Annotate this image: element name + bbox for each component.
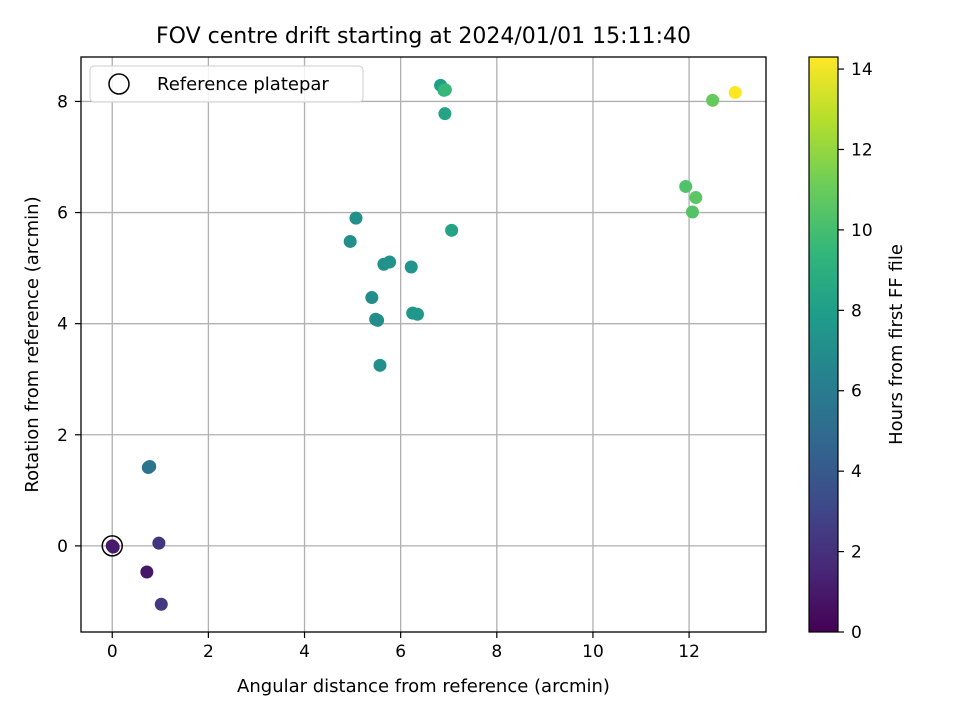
y-tick-label: 6 (57, 204, 68, 224)
legend-box (89, 65, 364, 103)
x-tick-label: 2 (203, 642, 214, 662)
grid-lines (81, 57, 766, 632)
reference-marker (101, 535, 123, 557)
x-tick-label: 6 (395, 642, 406, 662)
colorbar-tick-label: 12 (851, 140, 873, 160)
x-tick-label: 0 (107, 642, 118, 662)
data-point (143, 459, 157, 473)
data-point (383, 255, 397, 269)
colorbar-tick-label: 10 (851, 221, 873, 241)
x-tick-label: 8 (491, 642, 502, 662)
colorbar: 0 2 4 6 8 10 12 14 Hours from first FF file (808, 56, 907, 643)
x-axis-label: Angular distance from reference (arcmin) (237, 676, 610, 697)
x-tick-label: 4 (299, 642, 310, 662)
data-point (679, 179, 693, 193)
data-point (438, 107, 452, 121)
x-tick-label: 10 (582, 642, 604, 662)
data-point (106, 540, 120, 554)
reference-platepar-marker (101, 535, 123, 557)
colorbar-tick-label: 2 (851, 543, 862, 563)
colorbar-label: Hours from first FF file (886, 244, 907, 445)
data-point (410, 307, 424, 321)
data-point (706, 93, 720, 107)
data-point (371, 313, 385, 327)
data-point (365, 291, 379, 305)
colorbar-tick-label: 14 (851, 60, 873, 80)
data-point (689, 191, 703, 205)
colorbar-ticks: 0 2 4 6 8 10 12 14 (838, 60, 873, 643)
data-point (728, 86, 742, 100)
data-point (373, 358, 387, 372)
colorbar-tick-label: 0 (851, 623, 862, 643)
colorbar-tick-label: 6 (851, 382, 862, 402)
data-point (349, 211, 363, 225)
data-point (685, 205, 699, 219)
y-axis-ticks: 0 2 4 6 8 (57, 92, 81, 557)
y-axis-label: Rotation from reference (arcmin) (22, 196, 43, 492)
data-point (438, 83, 452, 97)
y-tick-label: 0 (57, 537, 68, 557)
legend-marker-icon (108, 73, 130, 95)
x-axis-ticks: 0 2 4 6 8 10 12 (107, 632, 700, 662)
plot-frame (80, 56, 767, 633)
y-tick-label: 4 (57, 315, 68, 335)
data-point (404, 260, 418, 274)
colorbar-gradient (808, 56, 839, 633)
y-tick-label: 2 (57, 426, 68, 446)
data-points (105, 78, 742, 611)
colorbar-tick-label: 8 (851, 301, 862, 321)
data-point (343, 234, 357, 248)
colorbar-tick-label: 4 (851, 462, 862, 482)
y-tick-label: 8 (57, 92, 68, 112)
data-point (445, 223, 459, 237)
data-point (154, 597, 168, 611)
legend-entry-label: Reference platepar (157, 74, 329, 95)
legend: Reference platepar (89, 65, 364, 103)
chart-title: FOV centre drift starting at 2024/01/01 … (156, 24, 691, 49)
data-point (140, 565, 154, 579)
data-point (152, 536, 166, 550)
x-tick-label: 12 (678, 642, 700, 662)
